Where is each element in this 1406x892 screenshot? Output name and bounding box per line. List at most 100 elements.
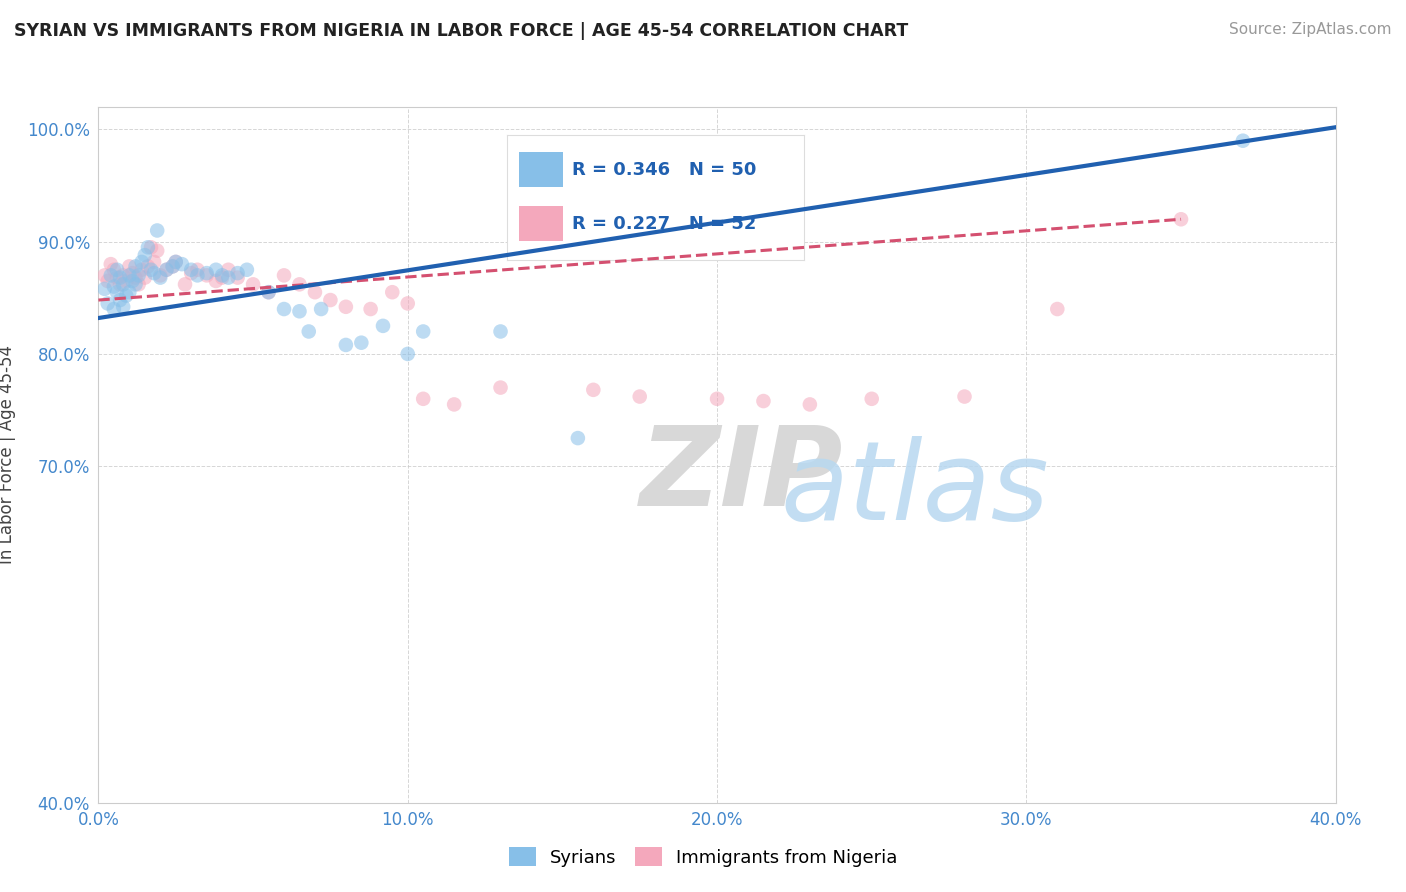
Point [205, 262, 228, 277]
Point [128, 268, 150, 283]
Text: atlas: atlas [780, 436, 1049, 543]
Point [273, 301, 295, 316]
Point [165, 255, 187, 269]
Point [112, 300, 135, 314]
Point [136, 260, 159, 274]
Point [1046, 301, 1069, 316]
Point [180, 266, 202, 280]
Point [360, 301, 382, 316]
Legend: Syrians, Immigrants from Nigeria: Syrians, Immigrants from Nigeria [502, 840, 904, 874]
Point [217, 270, 239, 285]
Point [443, 397, 465, 411]
Point [335, 338, 357, 352]
Point [143, 266, 166, 280]
Point [489, 325, 512, 339]
Point [165, 255, 187, 269]
Point [100, 268, 122, 283]
Point [226, 266, 249, 280]
Point [706, 392, 728, 406]
Point [309, 301, 332, 316]
Point [103, 279, 125, 293]
Point [134, 248, 156, 262]
Point [273, 268, 295, 283]
Point [143, 255, 166, 269]
Point [860, 392, 883, 406]
Point [93, 268, 115, 283]
Point [118, 285, 141, 300]
Point [1170, 212, 1192, 227]
Point [953, 390, 976, 404]
Point [186, 268, 208, 283]
Point [628, 390, 651, 404]
Point [371, 318, 394, 333]
Point [298, 325, 321, 339]
Point [112, 268, 135, 283]
Point [108, 293, 131, 307]
Point [149, 268, 172, 283]
Point [257, 285, 280, 300]
Point [118, 268, 141, 283]
Point [174, 277, 197, 292]
Point [139, 262, 162, 277]
Point [396, 347, 419, 361]
Text: ZIP: ZIP [640, 422, 844, 529]
Point [139, 240, 162, 254]
Point [124, 277, 146, 292]
Point [115, 274, 138, 288]
Point [105, 285, 128, 300]
Point [236, 262, 259, 277]
Y-axis label: In Labor Force | Age 45-54: In Labor Force | Age 45-54 [0, 345, 15, 565]
Point [335, 300, 357, 314]
Point [155, 262, 177, 277]
Point [134, 270, 156, 285]
Point [97, 274, 120, 288]
Point [752, 394, 775, 409]
Point [93, 282, 115, 296]
Point [195, 268, 218, 283]
Point [108, 270, 131, 285]
Point [103, 301, 125, 316]
Point [319, 293, 342, 307]
Point [162, 260, 184, 274]
Point [128, 277, 150, 292]
Point [180, 262, 202, 277]
Point [186, 262, 208, 277]
Point [1232, 134, 1254, 148]
Point [288, 304, 311, 318]
Point [567, 431, 589, 445]
Point [217, 262, 239, 277]
Point [118, 260, 141, 274]
Point [489, 381, 512, 395]
Point [242, 277, 264, 292]
Point [412, 392, 434, 406]
Point [257, 285, 280, 300]
Point [205, 274, 228, 288]
Point [350, 335, 373, 350]
Point [211, 270, 233, 285]
Point [131, 255, 153, 269]
Point [211, 268, 233, 283]
Point [103, 262, 125, 277]
Point [131, 262, 153, 277]
Point [799, 397, 821, 411]
Point [381, 285, 404, 300]
Point [146, 223, 169, 237]
Point [124, 260, 146, 274]
Point [162, 260, 184, 274]
Text: Source: ZipAtlas.com: Source: ZipAtlas.com [1229, 22, 1392, 37]
Point [136, 240, 159, 254]
Point [170, 257, 193, 271]
Point [105, 270, 128, 285]
Point [146, 244, 169, 258]
Point [100, 257, 122, 271]
Point [105, 262, 128, 277]
Point [97, 296, 120, 310]
Point [121, 274, 143, 288]
Point [304, 285, 326, 300]
Point [412, 325, 434, 339]
Point [155, 262, 177, 277]
Point [396, 296, 419, 310]
Point [108, 277, 131, 292]
Text: SYRIAN VS IMMIGRANTS FROM NIGERIA IN LABOR FORCE | AGE 45-54 CORRELATION CHART: SYRIAN VS IMMIGRANTS FROM NIGERIA IN LAB… [14, 22, 908, 40]
Point [149, 270, 172, 285]
